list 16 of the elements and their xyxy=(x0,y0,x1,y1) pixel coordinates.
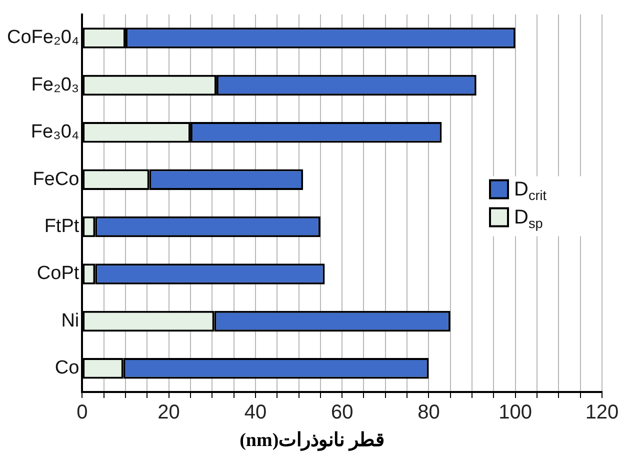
x-axis-title: قطر نانوذرات(nm) xyxy=(238,429,386,452)
x-tick-label: 80 xyxy=(418,402,440,424)
x-tick-label: 0 xyxy=(76,402,88,424)
y-tick-label: FeCo xyxy=(32,168,80,190)
y-tick-label: CoFe₂0₄ xyxy=(6,27,80,48)
y-tick-label: Fe₃0₄ xyxy=(30,122,80,143)
y-tick-label: Co xyxy=(54,358,80,379)
x-tick-label: 120 xyxy=(585,402,619,424)
y-tick-label: CoPt xyxy=(36,263,80,284)
y-tick-label: Ni xyxy=(61,310,80,332)
x-tick-label: 100 xyxy=(498,402,532,424)
y-tick-label: Fe₂0₃ xyxy=(31,74,80,96)
x-tick-label: 60 xyxy=(330,402,354,424)
y-tick-label: FtPt xyxy=(44,216,80,238)
x-tick-label: 40 xyxy=(244,402,267,424)
x-tick-label: 20 xyxy=(158,402,180,424)
